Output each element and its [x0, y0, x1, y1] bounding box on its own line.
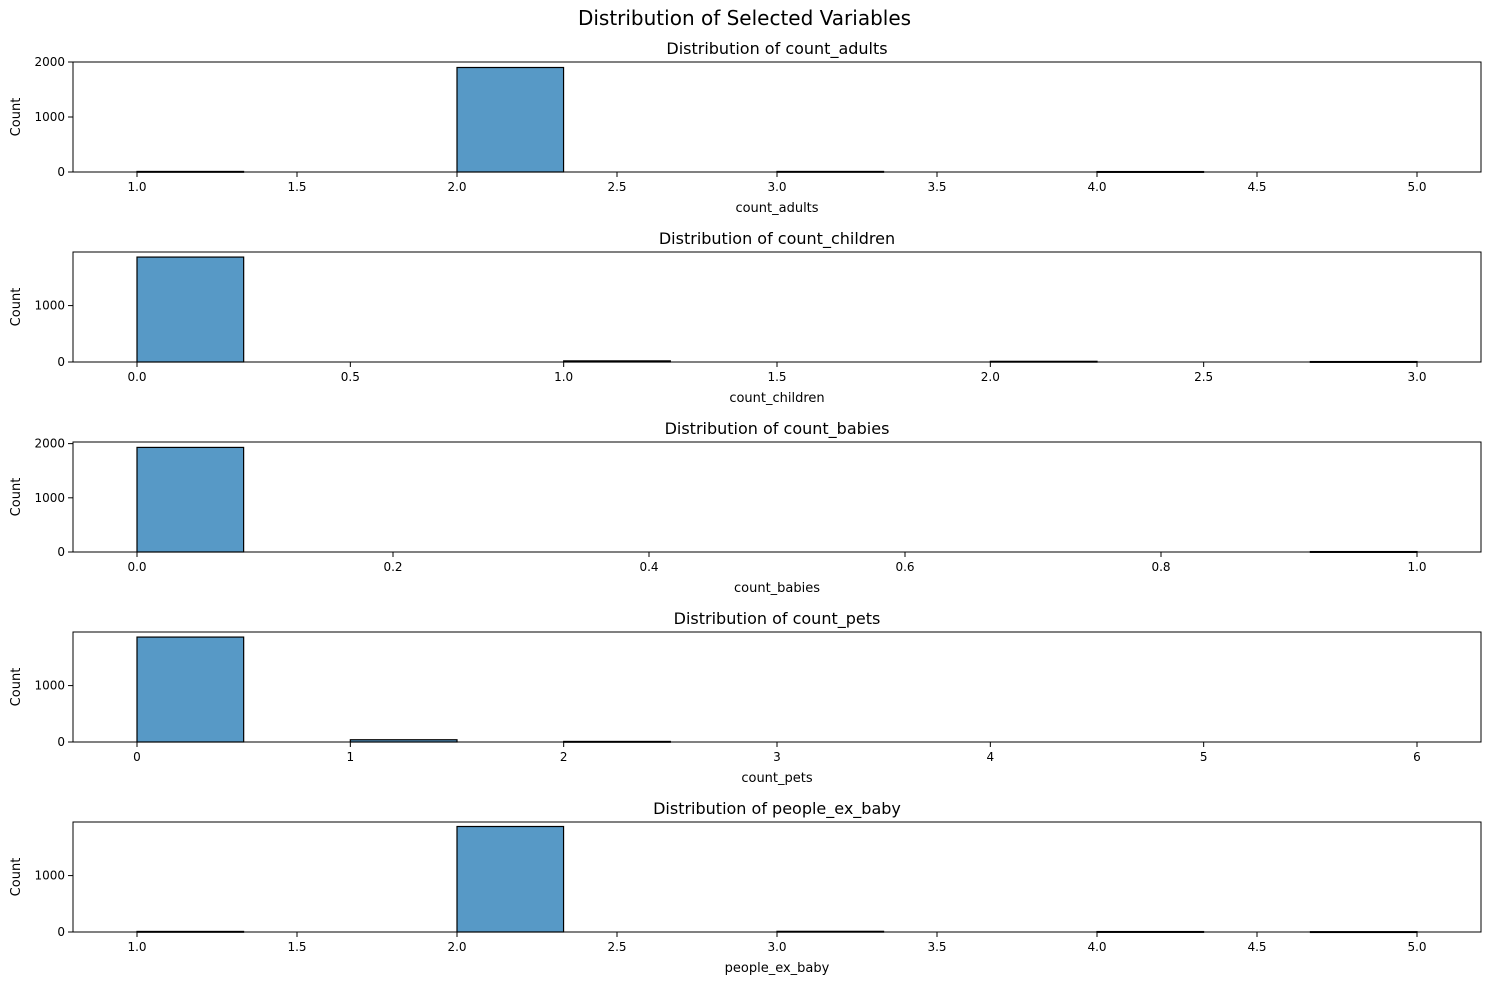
x-tick-label: 3.5	[927, 180, 946, 194]
x-tick-label: 2.5	[607, 180, 626, 194]
x-axis-label: count_babies	[734, 581, 820, 596]
y-tick-label: 1000	[34, 299, 65, 313]
y-tick-label: 1000	[34, 679, 65, 693]
subplot-title: Distribution of count_adults	[666, 39, 887, 59]
x-tick-label: 0.4	[639, 560, 658, 574]
x-tick-label: 0	[133, 750, 141, 764]
x-tick-label: 3.0	[1407, 370, 1426, 384]
x-tick-label: 1.0	[554, 370, 573, 384]
x-tick-label: 2.0	[981, 370, 1000, 384]
subplot-title: Distribution of count_pets	[674, 609, 881, 629]
x-tick-label: 5.0	[1407, 180, 1426, 194]
x-tick-label: 1	[347, 750, 355, 764]
histogram-bar	[456, 66, 565, 173]
x-tick-label: 5	[1200, 750, 1208, 764]
y-tick-label: 2000	[34, 55, 65, 69]
y-tick-label: 0	[57, 545, 65, 559]
subplot-5: Distribution of people_ex_baby 1.0 1.5 2.0 2…	[9, 799, 1482, 976]
x-tick-label: 1.0	[127, 940, 146, 954]
x-tick-label: 0.2	[383, 560, 402, 574]
axes-frame	[72, 441, 1482, 553]
x-axis-label: count_adults	[735, 201, 818, 216]
x-tick-label: 4	[987, 750, 995, 764]
x-axis-label: count_pets	[741, 771, 813, 786]
y-tick-label: 0	[57, 735, 65, 749]
x-tick-label: 2.0	[447, 940, 466, 954]
x-tick-label: 0.0	[127, 370, 146, 384]
x-tick-label: 1.0	[127, 180, 146, 194]
x-tick-label: 0.5	[341, 370, 360, 384]
x-tick-label: 4.0	[1087, 940, 1106, 954]
subplot-1: Distribution of count_adults 1.0 1.5 2.0 2.5…	[9, 39, 1482, 216]
x-tick-label: 2	[560, 750, 568, 764]
y-tick-label: 2000	[34, 437, 65, 451]
y-tick-label: 0	[57, 165, 65, 179]
histogram-bar	[136, 446, 245, 553]
x-tick-label: 5.0	[1407, 940, 1426, 954]
x-tick-label: 4.0	[1087, 180, 1106, 194]
y-axis-label: Count	[9, 858, 24, 897]
y-axis-label: Count	[9, 478, 24, 517]
figure-suptitle: Distribution of Selected Variables	[578, 6, 911, 30]
x-tick-label: 4.5	[1247, 940, 1266, 954]
x-axis-label: people_ex_baby	[725, 961, 830, 976]
x-tick-label: 2.0	[447, 180, 466, 194]
histogram-bar	[456, 825, 565, 933]
x-tick-label: 0.6	[895, 560, 914, 574]
subplot-title: Distribution of count_children	[659, 229, 895, 249]
x-tick-label: 2.5	[607, 940, 626, 954]
subplot-title: Distribution of count_babies	[665, 419, 890, 439]
x-axis-label: count_children	[729, 391, 824, 406]
x-tick-label: 1.5	[287, 940, 306, 954]
y-tick-label: 0	[57, 355, 65, 369]
y-axis-label: Count	[9, 288, 24, 327]
subplot-4: Distribution of count_pets 0 1 2 3 4 5 6 0 1000 co…	[9, 609, 1482, 786]
x-tick-label: 3.5	[927, 940, 946, 954]
y-tick-label: 1000	[34, 110, 65, 124]
x-tick-label: 1.0	[1407, 560, 1426, 574]
subplot-2: Distribution of count_children 0.0 0.5 1.0 1…	[9, 229, 1482, 406]
histogram-bar	[136, 636, 245, 743]
x-tick-label: 6	[1413, 750, 1421, 764]
x-tick-label: 3.0	[767, 940, 786, 954]
y-tick-label: 0	[57, 925, 65, 939]
x-tick-label: 0.0	[127, 560, 146, 574]
x-tick-label: 3	[773, 750, 781, 764]
x-tick-label: 1.5	[287, 180, 306, 194]
x-tick-label: 0.8	[1151, 560, 1170, 574]
subplot-3: Distribution of count_babies 0.0 0.2 0.4 0.6…	[9, 419, 1482, 596]
y-axis-label: Count	[9, 98, 24, 137]
y-tick-label: 1000	[34, 869, 65, 883]
y-axis-label: Count	[9, 668, 24, 707]
x-tick-label: 4.5	[1247, 180, 1266, 194]
subplot-title: Distribution of people_ex_baby	[653, 799, 901, 819]
histogram-bar	[136, 256, 245, 363]
x-tick-label: 3.0	[767, 180, 786, 194]
x-tick-label: 2.5	[1194, 370, 1213, 384]
x-tick-label: 1.5	[767, 370, 786, 384]
y-tick-label: 1000	[34, 491, 65, 505]
